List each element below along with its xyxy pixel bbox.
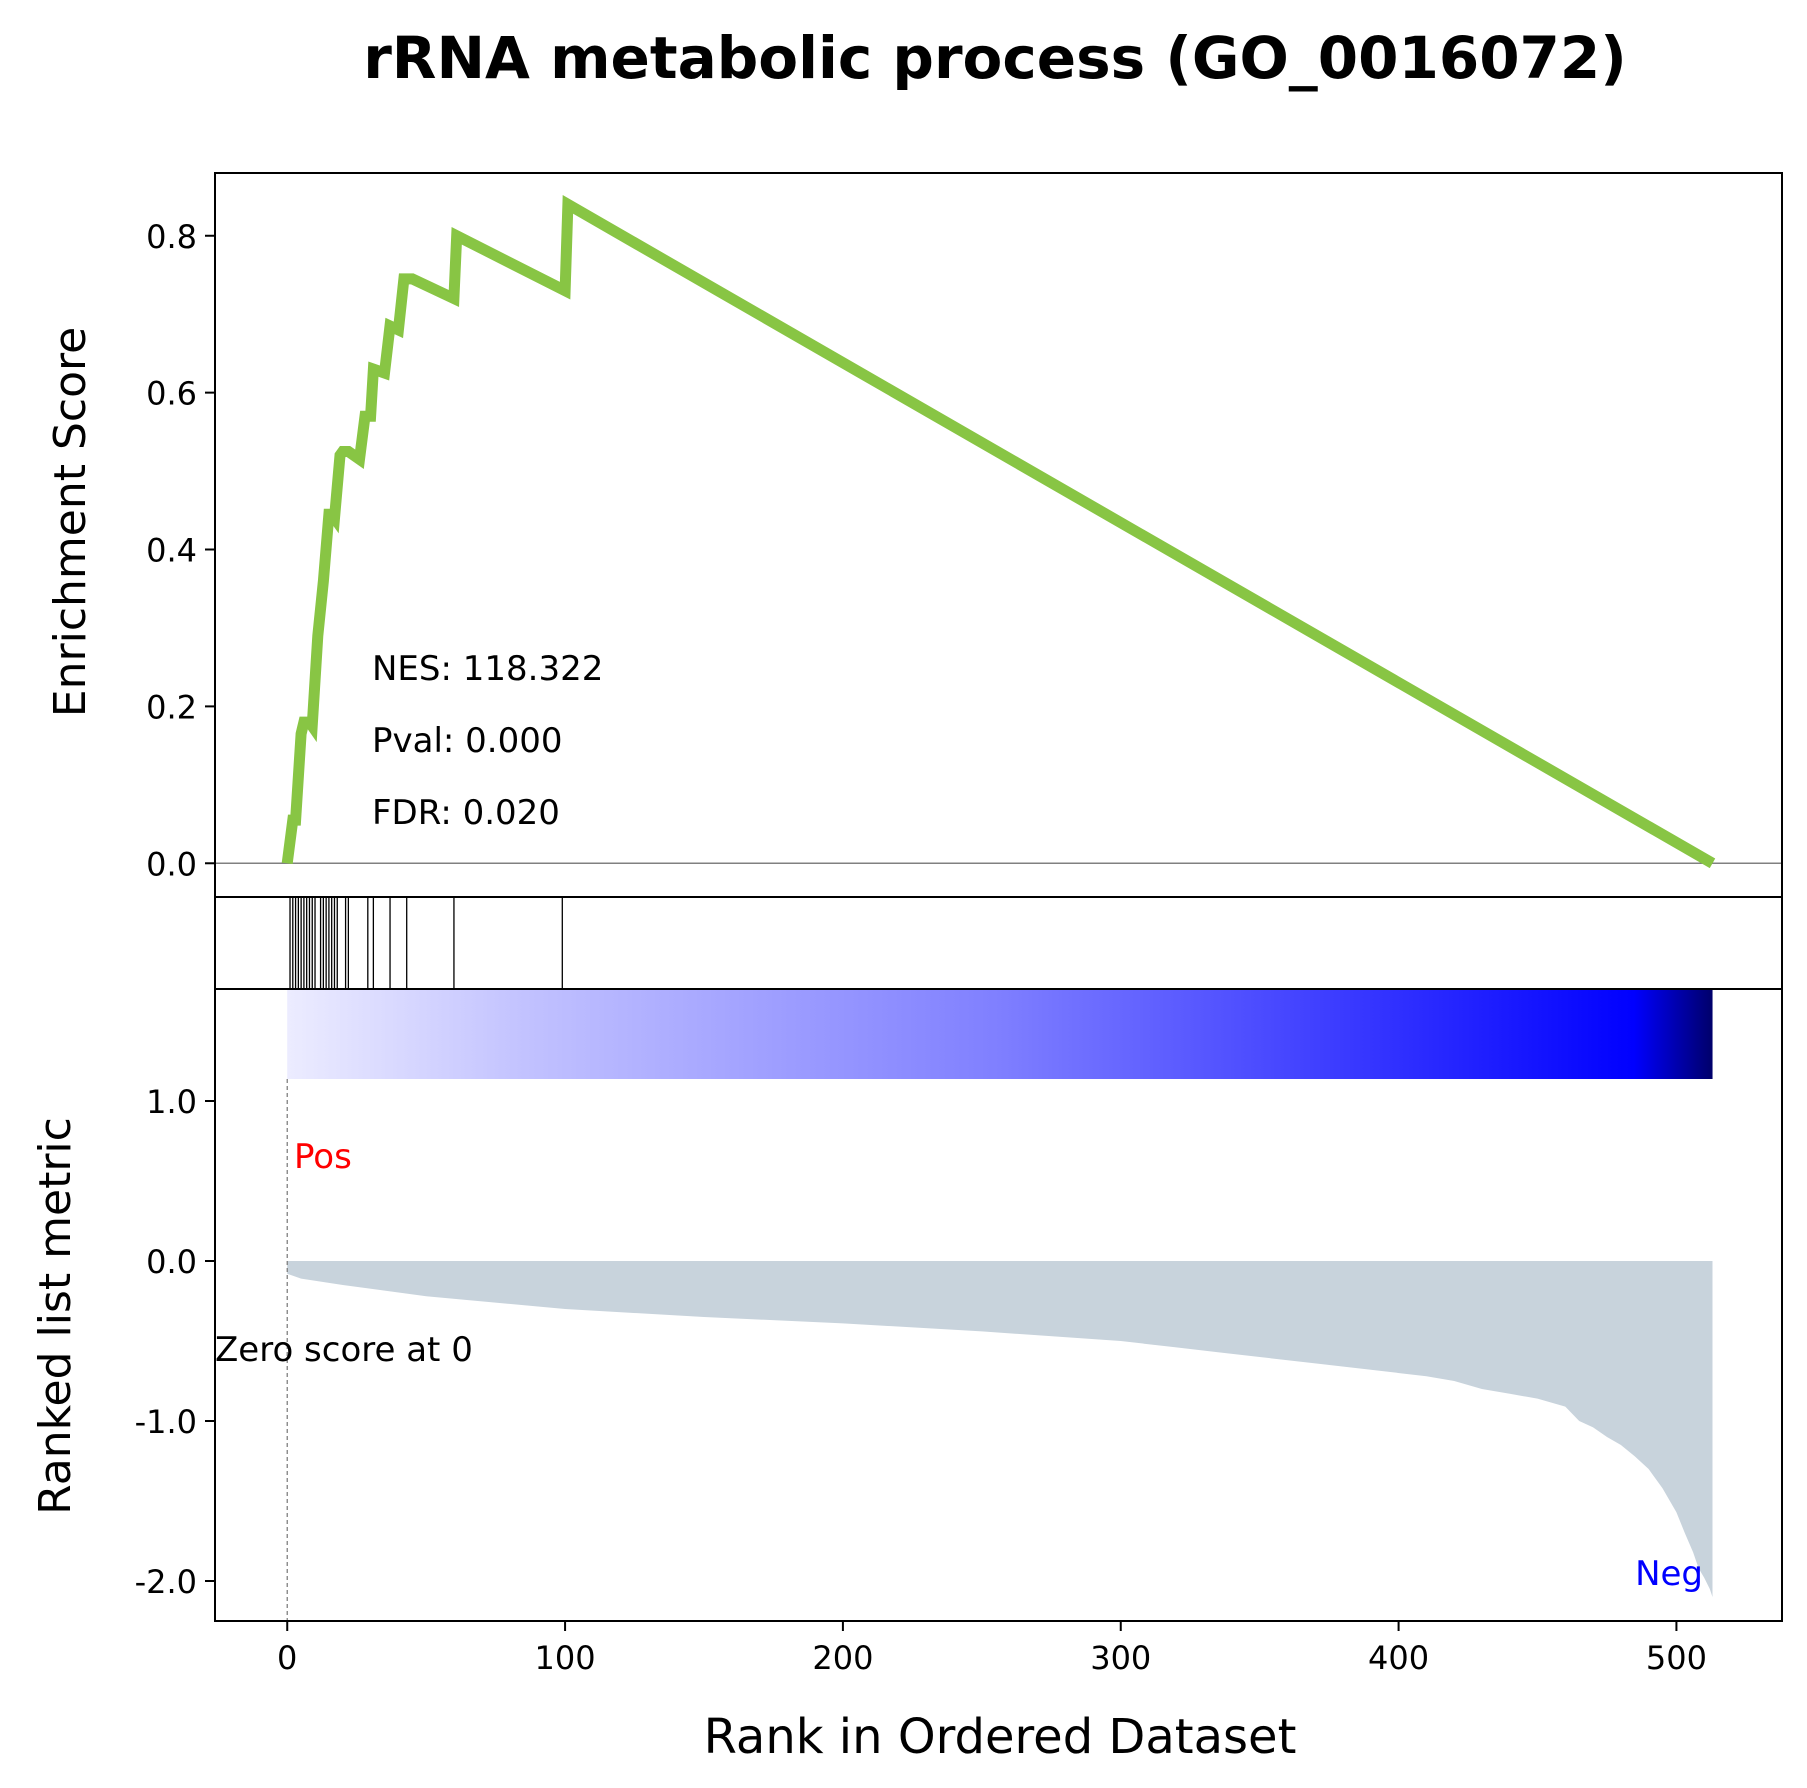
pval-annotation: Pval: 0.000 xyxy=(372,721,563,761)
xtick-label: 400 xyxy=(1368,1639,1429,1677)
fdr-annotation: FDR: 0.020 xyxy=(372,793,560,833)
neg-label: Neg xyxy=(1635,1554,1703,1594)
xtick-label: 300 xyxy=(1090,1639,1151,1677)
es-ytick-label: 0.4 xyxy=(146,532,197,570)
ranked-metric-area xyxy=(287,1261,1713,1597)
y-axis-label-enrichment: Enrichment Score xyxy=(45,327,96,717)
rank-ytick-label: -1.0 xyxy=(135,1403,197,1441)
es-ytick-label: 0.8 xyxy=(146,218,197,256)
rank-ytick-label: -2.0 xyxy=(135,1563,197,1601)
xtick-label: 0 xyxy=(277,1639,297,1677)
hits-panel-frame xyxy=(214,896,1783,990)
rank-panel-frame xyxy=(214,988,1783,1622)
xtick-label: 500 xyxy=(1646,1639,1707,1677)
xtick-label: 200 xyxy=(812,1639,873,1677)
rank-colorbar xyxy=(287,989,1713,1079)
zero-score-label: Zero score at 0 xyxy=(215,1330,473,1370)
x-axis-label: Rank in Ordered Dataset xyxy=(704,1709,1297,1765)
xtick-label: 100 xyxy=(535,1639,596,1677)
rank-ytick-label: 0.0 xyxy=(146,1243,197,1281)
es-ytick-label: 0.2 xyxy=(146,688,197,726)
gene-hits-panel xyxy=(214,896,1783,990)
enrichment-score-panel: 0.0 0.2 0.4 0.6 0.8 xyxy=(146,172,1783,898)
es-ytick-label: 0.6 xyxy=(146,375,197,413)
chart-title: rRNA metabolic process (GO_0016072) xyxy=(363,24,1627,92)
es-ytick-label: 0.0 xyxy=(146,845,197,883)
pos-label: Pos xyxy=(294,1137,352,1177)
nes-annotation: NES: 118.322 xyxy=(372,649,603,689)
x-axis: 0 100 200 300 400 500 xyxy=(277,1621,1707,1677)
y-axis-label-ranked-metric: Ranked list metric xyxy=(30,1117,81,1515)
ranked-metric-panel: 1.0 0.0 -1.0 -2.0 xyxy=(135,988,1783,1622)
enrichment-score-line xyxy=(281,195,1716,869)
rank-ytick-label: 1.0 xyxy=(146,1083,197,1121)
